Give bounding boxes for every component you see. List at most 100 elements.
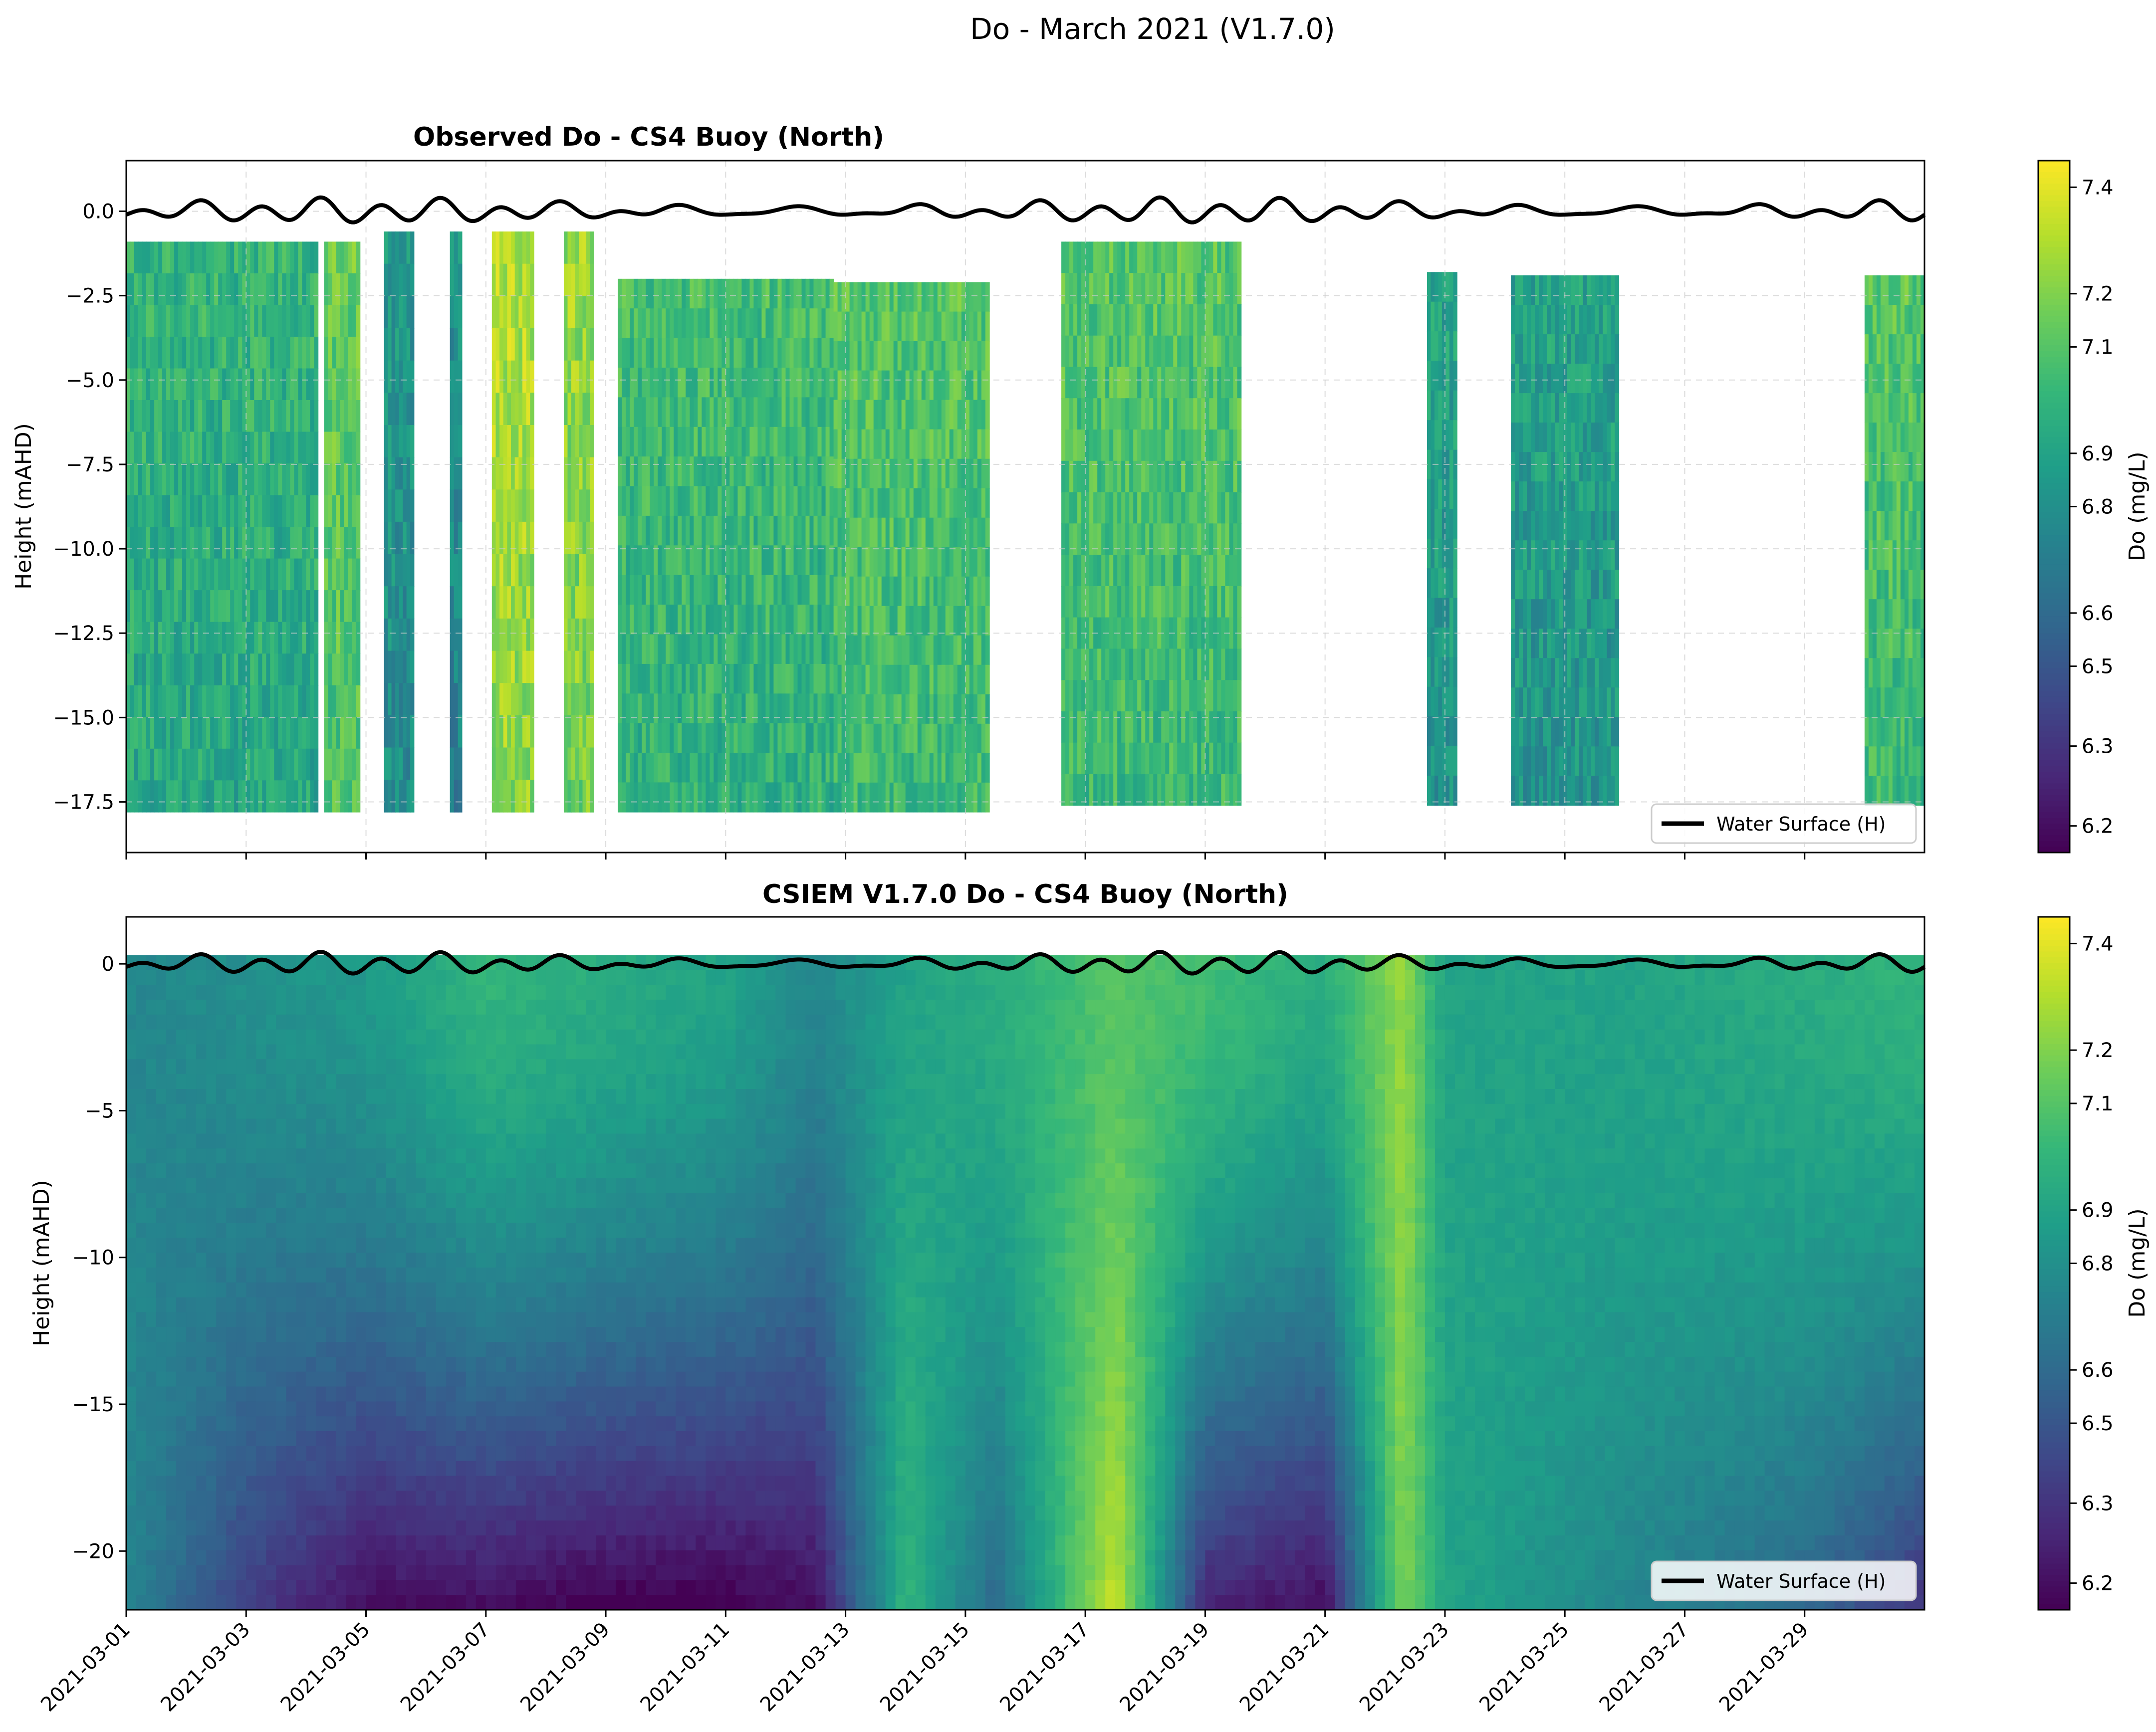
- observed-data-block: [833, 282, 990, 813]
- colorbar-segment: [2038, 564, 2070, 571]
- colorbar-segment: [2038, 293, 2070, 300]
- colorbar-tick-label: 6.3: [2082, 735, 2114, 758]
- colorbar-segment: [2038, 403, 2070, 410]
- colorbar-segment: [2038, 235, 2070, 242]
- colorbar-segment: [2038, 696, 2070, 703]
- colorbar-segment: [2038, 974, 2070, 981]
- colorbar-segment: [2038, 391, 2070, 398]
- colorbar-segment: [2038, 287, 2070, 294]
- colorbar-segment: [2038, 1442, 2070, 1449]
- colorbar-segment: [2038, 1402, 2070, 1408]
- colorbar-segment: [2038, 299, 2070, 305]
- colorbar-segment: [2038, 702, 2070, 709]
- y-tick-label: −5.0: [66, 369, 114, 392]
- colorbar-segment: [2038, 172, 2070, 179]
- colorbar-segment: [2038, 847, 2070, 853]
- colorbar-segment: [2038, 1252, 2070, 1258]
- colorbar-segment: [2038, 980, 2070, 987]
- colorbar-segment: [2038, 1523, 2070, 1529]
- x-tick-label: 2021-03-19: [1116, 1618, 1214, 1717]
- colorbar-segment: [2038, 685, 2070, 692]
- colorbar-segment: [2038, 1211, 2070, 1218]
- colorbar-segment: [2038, 466, 2070, 473]
- colorbar-segment: [2038, 1586, 2070, 1593]
- colorbar-tick-label: 6.5: [2082, 655, 2114, 678]
- y-tick-label: −10: [72, 1247, 114, 1270]
- model-heatmap-area: [126, 955, 1925, 1610]
- figure-title: Do - March 2021 (V1.7.0): [970, 12, 1335, 46]
- x-tick-label: 2021-03-05: [276, 1618, 375, 1717]
- colorbar-segment: [2038, 656, 2070, 663]
- colorbar-segment: [2038, 328, 2070, 334]
- colorbar-segment: [2038, 207, 2070, 214]
- colorbar-segment: [2038, 518, 2070, 525]
- colorbar-segment: [2038, 1055, 2070, 1062]
- y-tick-label: 0: [102, 953, 114, 976]
- colorbar-tick-label: 7.1: [2082, 1092, 2114, 1115]
- colorbar-segment: [2038, 409, 2070, 415]
- colorbar-segment: [2038, 552, 2070, 559]
- colorbar-segment: [2038, 1101, 2070, 1108]
- colorbar-segment: [2038, 673, 2070, 680]
- colorbar-segment: [2038, 934, 2070, 941]
- colorbar-segment: [2038, 547, 2070, 553]
- colorbar-segment: [2038, 218, 2070, 225]
- observed-heatmap-area: [126, 231, 1925, 813]
- colorbar-segment: [2038, 963, 2070, 970]
- colorbar-segment: [2038, 524, 2070, 530]
- colorbar-tick-label: 7.4: [2082, 176, 2114, 199]
- colorbar-segment: [2038, 1205, 2070, 1212]
- y-tick-label: −2.5: [66, 285, 114, 308]
- colorbar-segment: [2038, 917, 2070, 923]
- colorbar-segment: [2038, 1465, 2070, 1472]
- colorbar-segment: [2038, 1113, 2070, 1120]
- colorbar-segment: [2038, 1032, 2070, 1039]
- colorbar-segment: [2038, 166, 2070, 173]
- colorbar-segment: [2038, 1124, 2070, 1131]
- observed-water-surface-line: [125, 195, 1926, 224]
- colorbar-segment: [2038, 760, 2070, 767]
- colorbar-tick-label: 6.8: [2082, 1253, 2114, 1276]
- colorbar-segment: [2038, 731, 2070, 738]
- colorbar-segment: [2038, 645, 2070, 651]
- colorbar-segment: [2038, 1067, 2070, 1074]
- colorbar-tick-label: 6.2: [2082, 815, 2114, 838]
- colorbar-segment: [2038, 385, 2070, 392]
- colorbar-segment: [2038, 362, 2070, 369]
- colorbar-segment: [2038, 1234, 2070, 1241]
- colorbar-segment: [2038, 460, 2070, 467]
- colorbar-segment: [2038, 1517, 2070, 1524]
- colorbar-segment: [2038, 1332, 2070, 1339]
- colorbar-tick-label: 6.3: [2082, 1492, 2114, 1515]
- x-tick-label: 2021-03-01: [36, 1618, 135, 1717]
- colorbar-segment: [2038, 535, 2070, 542]
- colorbar-segment: [2038, 1136, 2070, 1143]
- y-tick-label: −7.5: [66, 453, 114, 476]
- colorbar-segment: [2038, 1095, 2070, 1102]
- observed-y-ticks: 0.0 −2.5 −5.0 −7.5 −10.0 −12.5 −15.0 −17.5: [53, 200, 126, 814]
- colorbar-segment: [2038, 1546, 2070, 1553]
- colorbar-segment: [2038, 1073, 2070, 1080]
- colorbar-segment: [2038, 276, 2070, 282]
- y-tick-label: −15: [72, 1393, 114, 1416]
- colorbar-segment: [2038, 604, 2070, 611]
- colorbar-segment: [2038, 443, 2070, 449]
- y-tick-label: 0.0: [82, 200, 114, 223]
- model-y-axis-label: Height (mAHD): [29, 1180, 54, 1346]
- y-tick-label: −5: [85, 1099, 114, 1122]
- colorbar-segment: [2038, 1200, 2070, 1206]
- model-panel: CSIEM V1.7.0 Do - CS4 Buoy (North) 0 −5 −1…: [29, 879, 2150, 1716]
- colorbar-segment: [2038, 529, 2070, 536]
- colorbar-segment: [2038, 1506, 2070, 1513]
- colorbar-segment: [2038, 316, 2070, 323]
- colorbar-segment: [2038, 1026, 2070, 1033]
- colorbar-segment: [2038, 1557, 2070, 1564]
- colorbar-segment: [2038, 668, 2070, 674]
- colorbar-segment: [2038, 1142, 2070, 1148]
- colorbar-segment: [2038, 258, 2070, 265]
- colorbar-segment: [2038, 1286, 2070, 1293]
- colorbar-segment: [2038, 928, 2070, 935]
- model-water-surface-line: [125, 950, 1926, 976]
- colorbar-segment: [2038, 593, 2070, 600]
- colorbar-segment: [2038, 281, 2070, 288]
